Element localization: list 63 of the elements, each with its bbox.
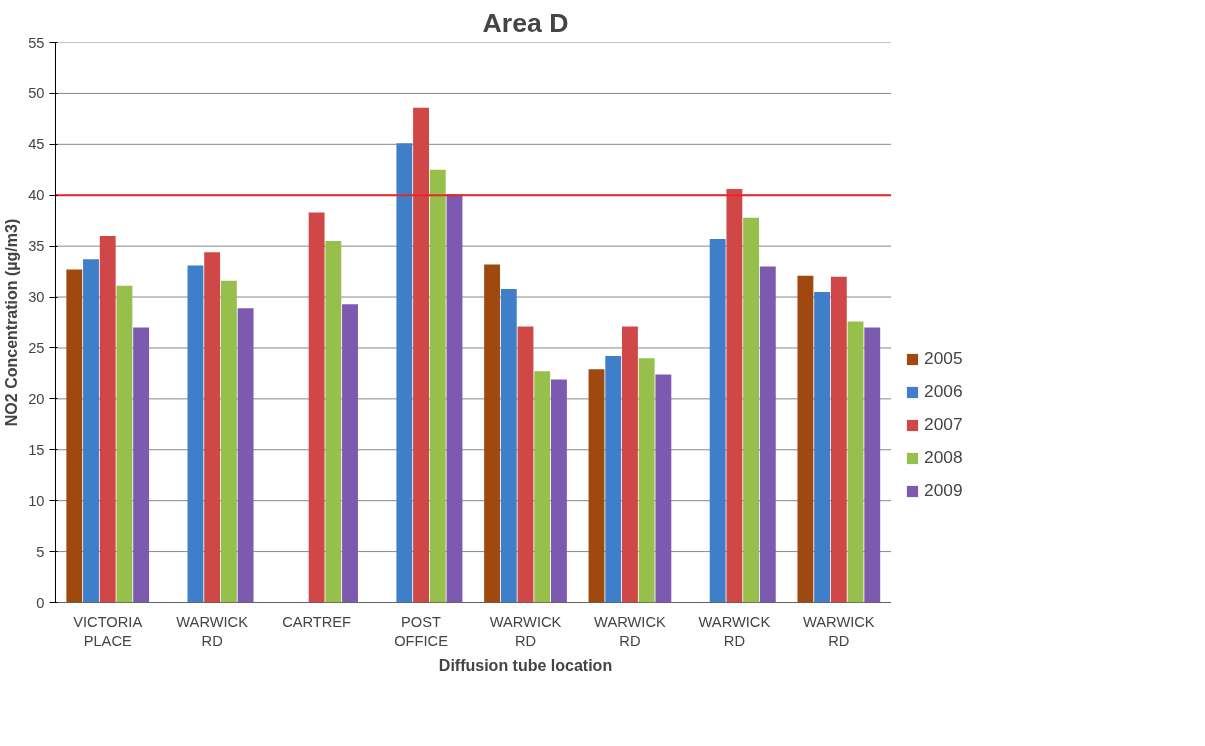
bar [116,285,133,603]
legend-label: 2006 [924,381,963,403]
bar [830,276,847,603]
bar [342,304,358,603]
x-tick-label: WARWICK RD [176,613,249,649]
bar [133,327,150,603]
x-tick-label: CARTREF [282,613,352,630]
x-tick-label: VICTORIA PLACE [73,613,143,649]
legend-label: 2009 [924,480,963,502]
y-tick-label: 45 [28,136,45,153]
y-tick-label: 10 [28,492,45,509]
bar [847,321,864,603]
bar [588,369,605,603]
y-tick-label: 0 [36,594,45,611]
bar [484,264,501,603]
bar [759,266,776,603]
y-tick-label: 30 [28,289,45,306]
y-tick-label: 20 [28,390,45,407]
bar [429,169,446,603]
bar [325,241,342,603]
bar [726,189,743,603]
legend-label: 2005 [924,348,963,370]
bar [534,371,551,603]
bar [446,194,463,603]
bar [204,252,221,603]
y-tick-label: 55 [28,34,45,51]
chart-title: Area D [482,7,569,38]
bar [864,327,881,603]
bar [308,212,325,603]
bar [187,265,204,603]
x-tick-label: POST OFFICE [394,613,449,649]
legend-label: 2008 [924,447,963,469]
x-axis-title: Diffusion tube location [438,656,613,674]
bar [220,280,237,603]
bar [797,275,814,603]
x-tick-label: WARWICK RD [489,613,562,649]
bar [622,326,638,603]
y-tick-label: 25 [28,339,45,356]
bar [743,217,760,603]
legend-label: 2007 [924,414,963,436]
x-tick-label: WARWICK RD [594,613,666,649]
bar [99,235,116,603]
x-tick-label: WARWICK RD [803,613,875,649]
y-tick-label: 35 [28,238,45,255]
bar [709,239,726,603]
bar [517,326,534,603]
bar [638,358,655,603]
bar [237,308,254,603]
bar [814,291,831,603]
bar [605,356,622,603]
bar [550,379,567,603]
x-tick-label: WARWICK RD [698,613,771,649]
y-tick-label: 50 [28,85,45,102]
bar [413,107,429,603]
y-tick-label: 40 [28,187,45,204]
bar [396,143,413,603]
y-axis-title: NO2 Concentration (µg/m3) [3,218,21,427]
bar [83,259,99,603]
bar [655,374,672,603]
bar [500,288,517,603]
y-tick-label: 5 [36,543,45,560]
bar [66,269,83,603]
y-tick-label: 15 [28,441,45,458]
